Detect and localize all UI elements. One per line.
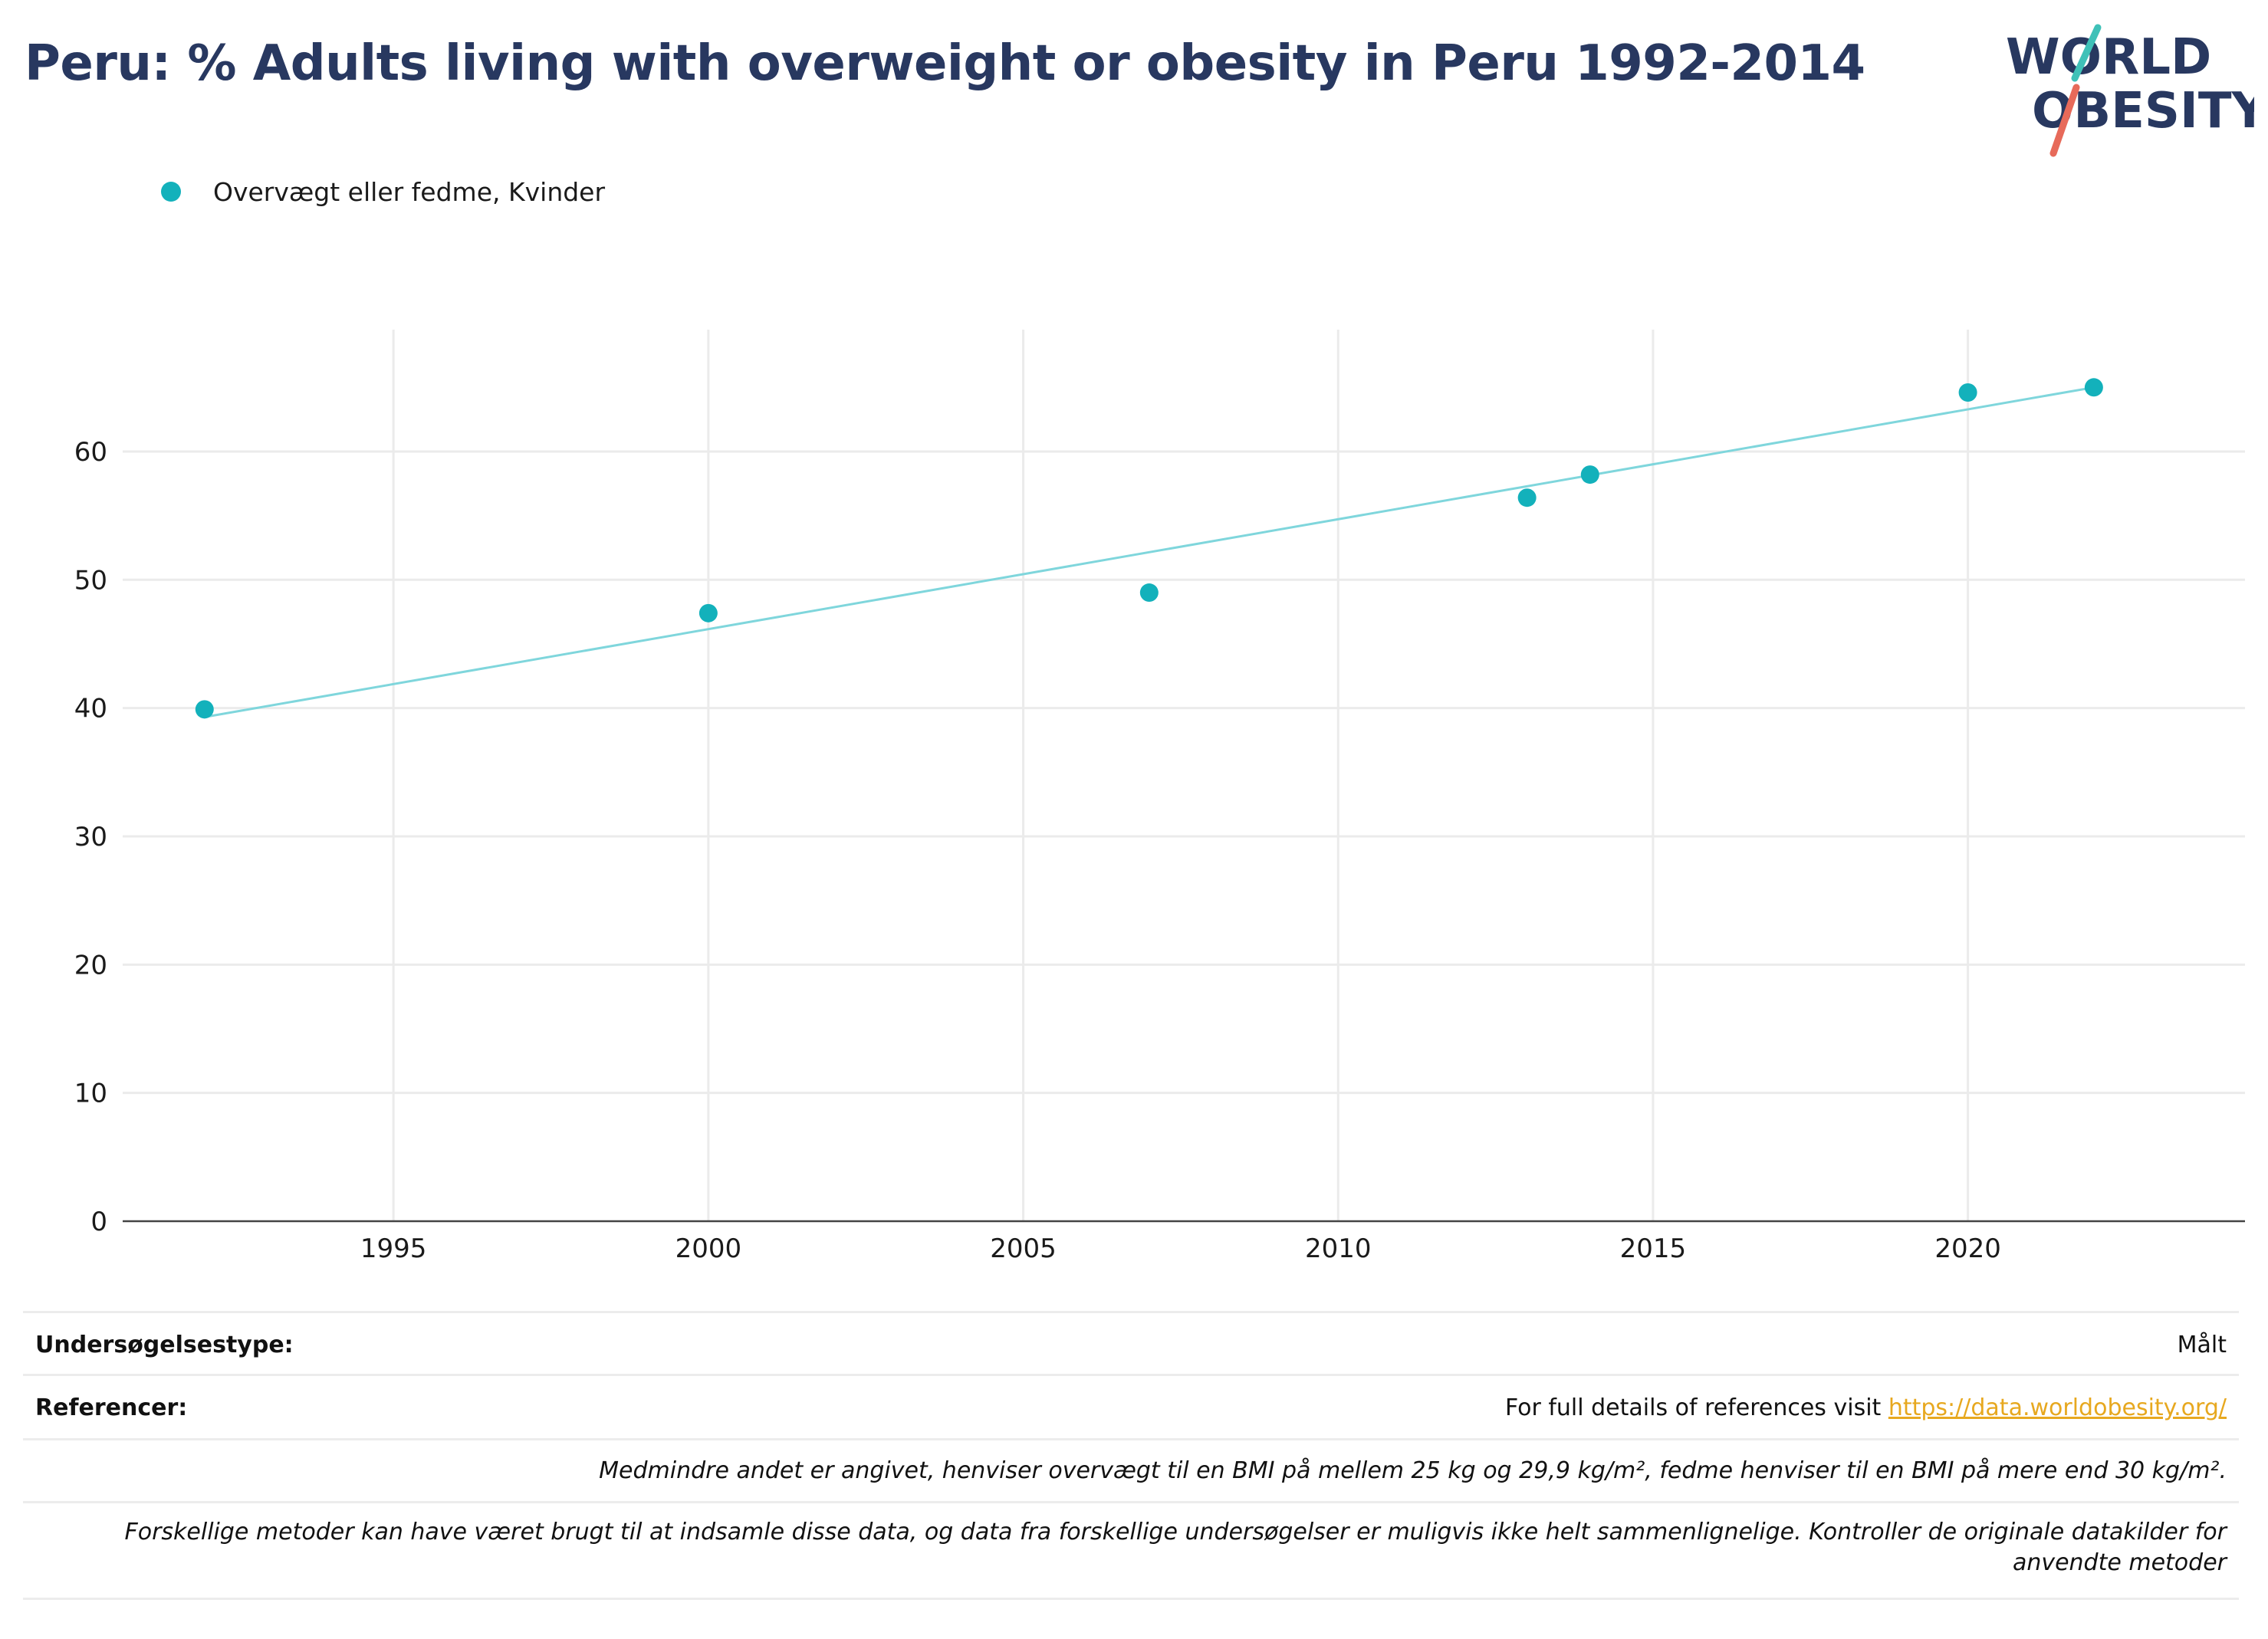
data-point — [2084, 378, 2103, 397]
data-point — [195, 700, 214, 719]
bmi-note: Medmindre andet er angivet, henviser ove… — [599, 1457, 2227, 1484]
survey-type-value: Målt — [2177, 1332, 2227, 1358]
data-point — [1580, 465, 1599, 484]
y-tick-label: 50 — [74, 565, 107, 596]
x-tick-label: 2020 — [1934, 1233, 2001, 1264]
x-tick-label: 2010 — [1305, 1233, 1372, 1264]
y-tick-label: 0 — [90, 1207, 107, 1237]
footer-row-survey-type: Undersøgelsestype: Målt — [23, 1311, 2239, 1376]
grid-layer — [123, 330, 2245, 1221]
x-tick-label: 2000 — [675, 1233, 742, 1264]
footer-row-bmi-note: Medmindre andet er angivet, henviser ove… — [23, 1438, 2239, 1503]
axis-layer: 1995 2000 2005 2010 2015 2020 0 10 20 30 40 50 60 — [74, 437, 2245, 1264]
world-obesity-logo: WORLD OBESITY — [2006, 24, 2254, 157]
footer-bottom-divider — [23, 1598, 2239, 1600]
references-text: For full details of references visit — [1504, 1394, 1888, 1421]
methods-note: Forskellige metoder kan have været brugt… — [124, 1519, 2227, 1576]
x-tick-label: 2015 — [1620, 1233, 1687, 1264]
data-point — [1517, 488, 1537, 507]
data-point — [1139, 583, 1159, 603]
scatter-chart: 1995 2000 2005 2010 2015 2020 0 10 20 30 40 50 60 — [74, 330, 2245, 1264]
references-label: Referencer: — [35, 1394, 188, 1421]
trendline-layer — [204, 386, 2095, 718]
legend[interactable]: Overvægt eller fedme, Kvinder — [161, 175, 605, 209]
legend-marker — [161, 182, 181, 202]
y-tick-label: 60 — [74, 437, 107, 468]
chart-title: Peru: % Adults living with overweight or… — [25, 35, 1865, 92]
x-tick-label: 1995 — [360, 1233, 427, 1264]
footer-row-methods-note: Forskellige metoder kan have været brugt… — [23, 1501, 2239, 1600]
survey-type-label: Undersøgelsestype: — [35, 1332, 294, 1358]
y-tick-label: 20 — [74, 950, 107, 980]
footer-row-references: Referencer: For full details of referenc… — [23, 1374, 2239, 1440]
logo-word-world: WORLD — [2006, 29, 2211, 86]
logo-slash-top — [2071, 24, 2102, 82]
references-value: For full details of references visit htt… — [1505, 1394, 2227, 1421]
legend-label: Overvægt eller fedme, Kvinder — [213, 176, 606, 207]
data-point — [698, 603, 718, 622]
data-points-layer — [195, 378, 2103, 719]
logo-slash-bottom — [2049, 84, 2080, 157]
y-tick-label: 30 — [74, 822, 107, 852]
references-link[interactable]: https://data.worldobesity.org/ — [1888, 1394, 2227, 1421]
y-tick-label: 40 — [74, 694, 107, 724]
trendline — [204, 386, 2095, 718]
data-point — [1958, 383, 1977, 402]
y-tick-label: 10 — [74, 1079, 107, 1109]
x-tick-label: 2005 — [990, 1233, 1057, 1264]
